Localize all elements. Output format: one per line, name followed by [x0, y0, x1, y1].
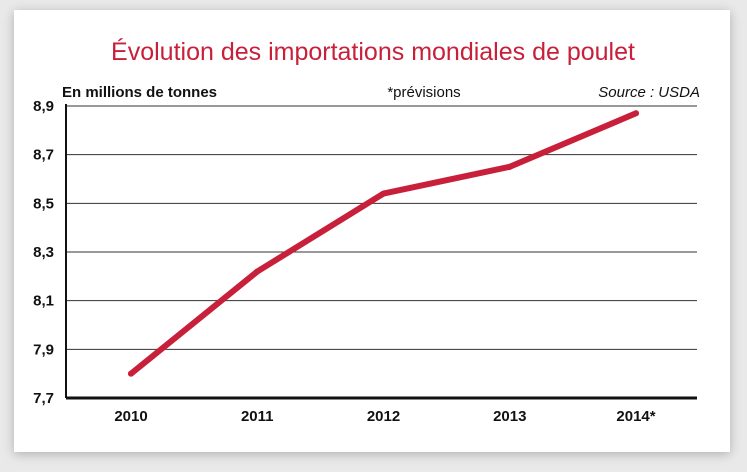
series-line: [128, 110, 639, 377]
chart-card: [14, 10, 730, 452]
data-point: [128, 370, 134, 377]
x-tick-label: 2010: [114, 408, 147, 425]
forecast-note: *prévisions: [387, 84, 460, 101]
y-tick-label: 8,3: [33, 244, 54, 261]
y-tick-label: 8,1: [33, 293, 54, 310]
grid-lines: [66, 105, 697, 350]
x-axis: 2010 2011 2012 2013 2014*: [66, 396, 697, 425]
y-axis: 7,7 7,9 8,1 8,3 8,5 8,7 8,9: [33, 98, 67, 407]
data-point: [254, 268, 261, 275]
y-tick-label: 7,9: [33, 341, 54, 358]
y-tick-label: 7,7: [33, 390, 54, 407]
y-tick-label: 8,5: [33, 195, 54, 212]
y-tick-label: 8,7: [33, 147, 54, 164]
data-point: [506, 163, 513, 170]
x-tick-label: 2014*: [616, 408, 655, 425]
data-point: [633, 110, 639, 117]
chart-title: Évolution des importations mondiales de …: [111, 37, 635, 66]
series-layer: [128, 110, 639, 377]
y-tick-label: 8,9: [33, 98, 54, 115]
x-tick-label: 2011: [241, 408, 274, 425]
source-label: Source : USDA: [598, 84, 700, 101]
x-tick-label: 2012: [367, 408, 400, 425]
data-point: [380, 190, 387, 197]
unit-label: En millions de tonnes: [62, 84, 217, 101]
x-tick-label: 2013: [493, 408, 526, 425]
